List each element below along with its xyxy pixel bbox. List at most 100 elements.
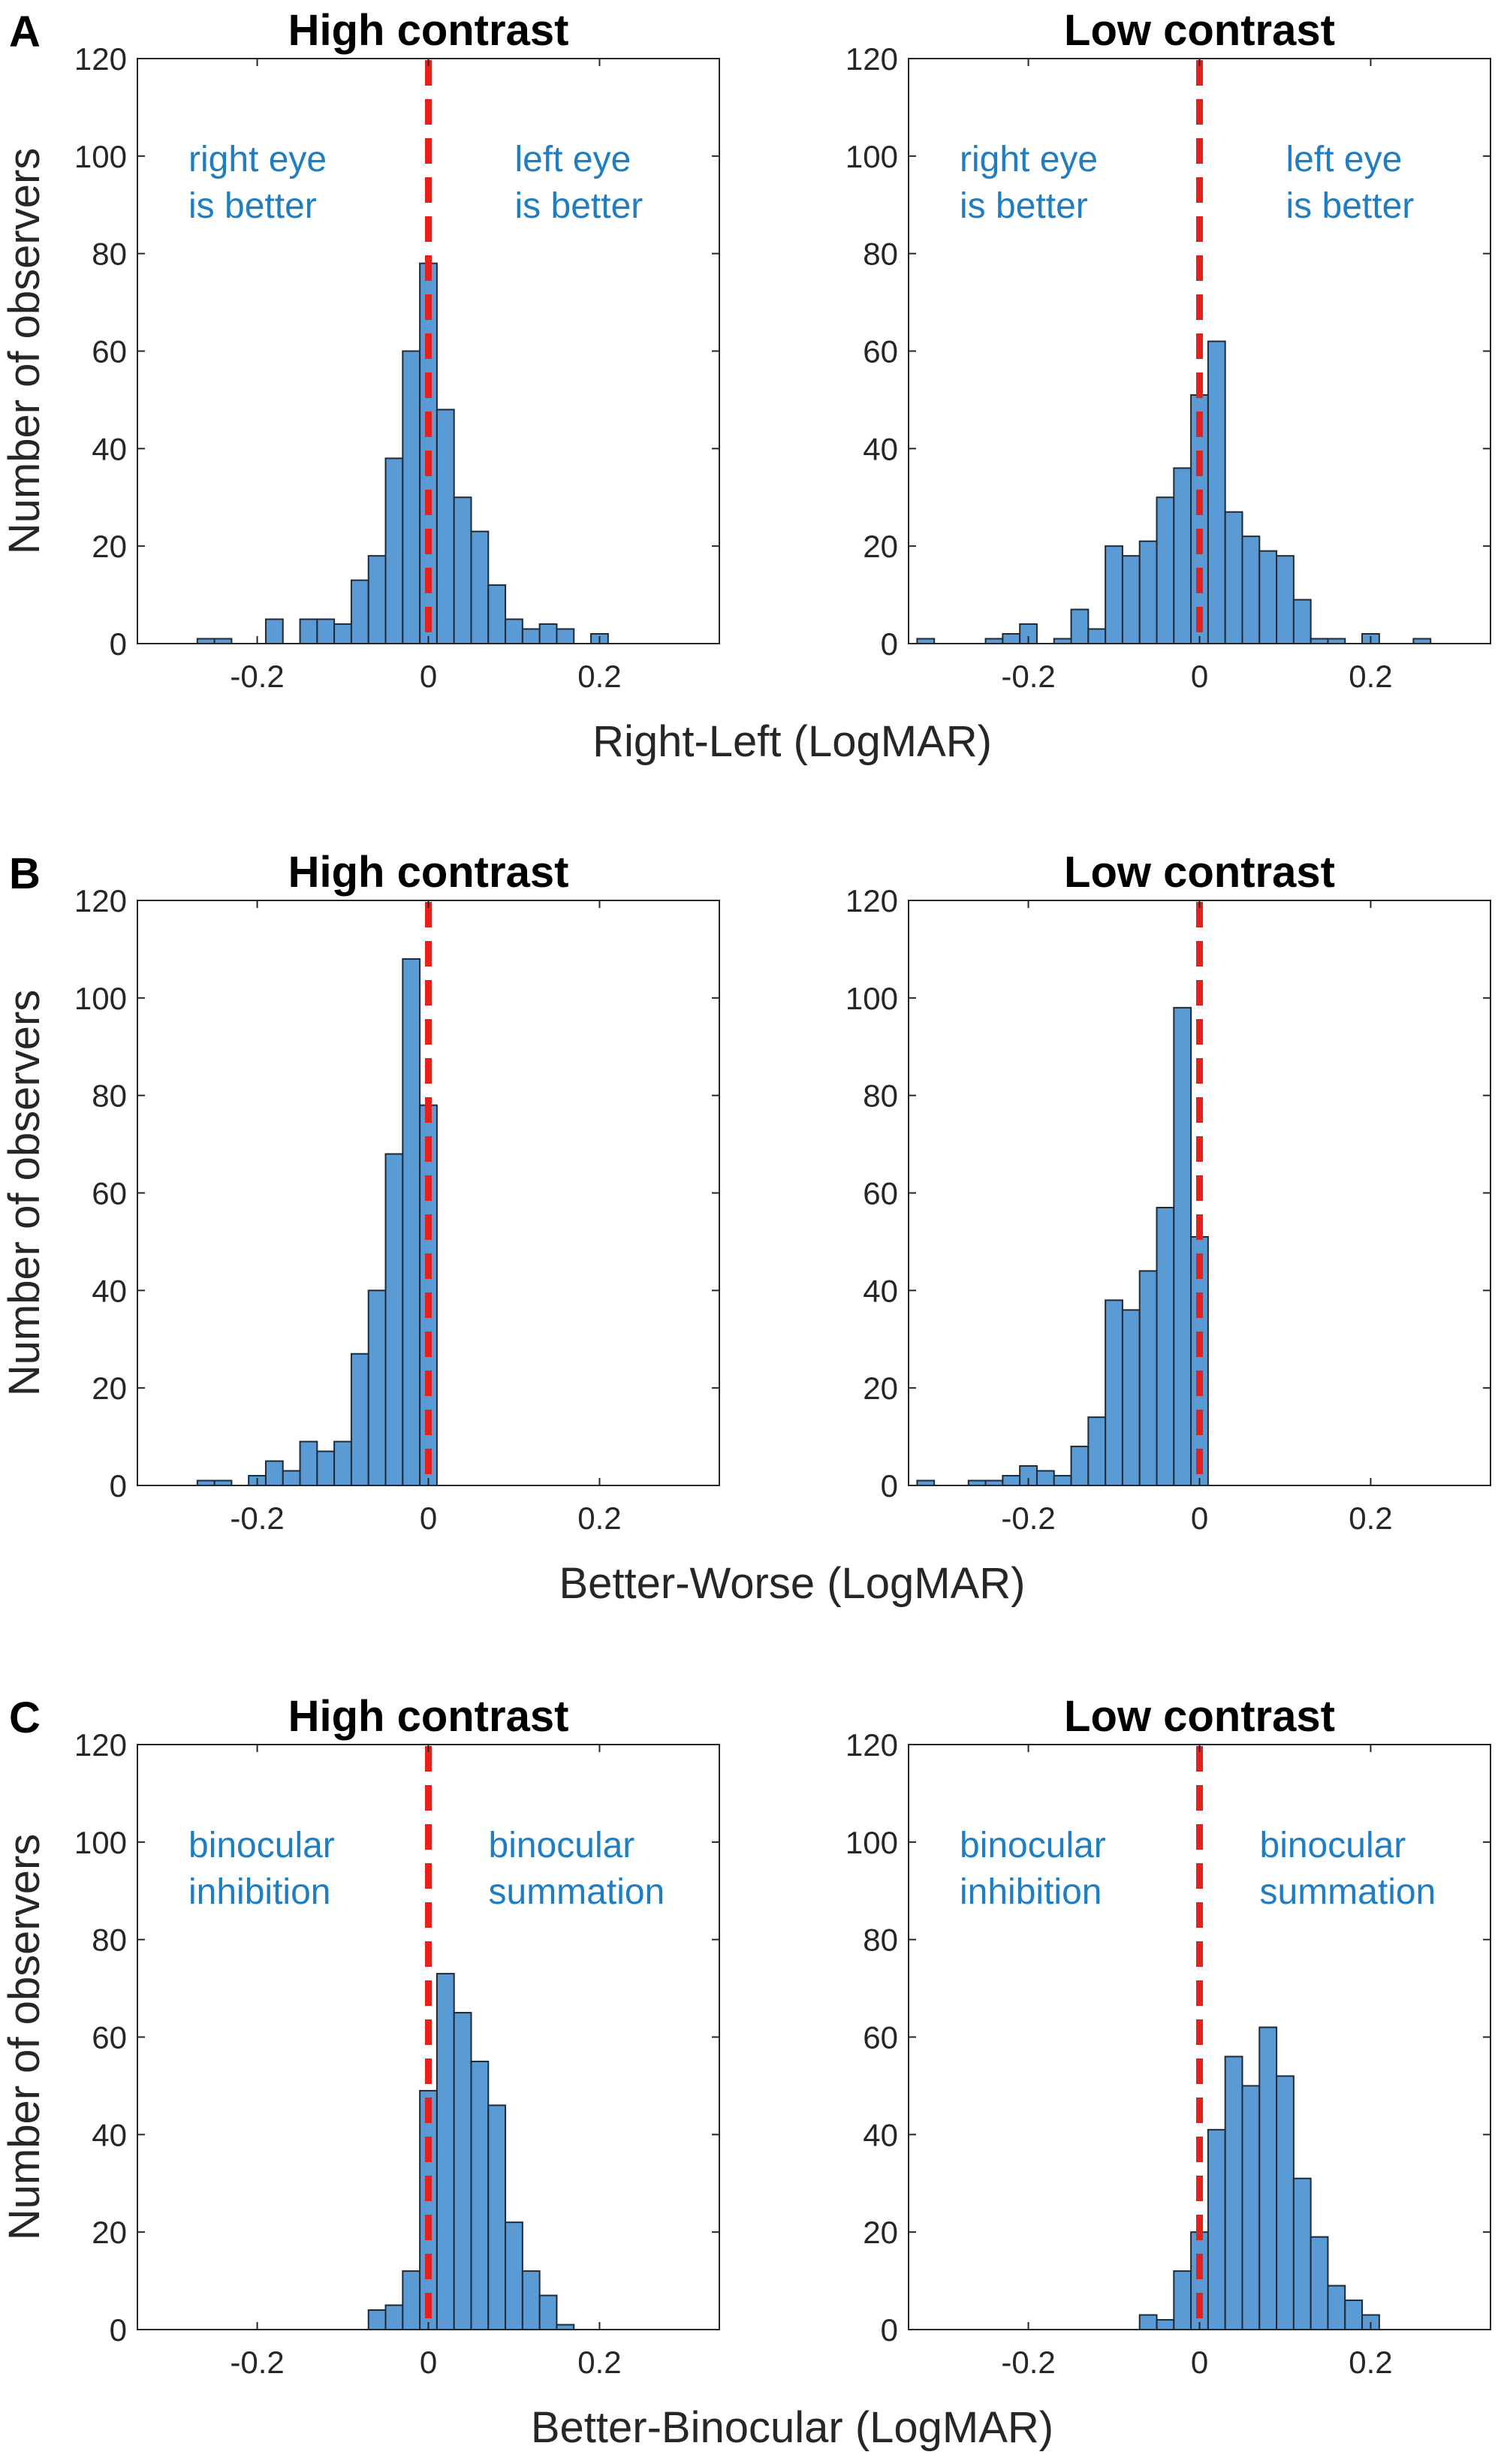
y-tick-label: 20 (863, 2215, 898, 2250)
histogram-bar (505, 618, 523, 645)
histogram-bar (350, 1353, 369, 1486)
y-tick-label: 80 (863, 1078, 898, 1114)
histogram-bar (487, 2104, 507, 2330)
y-tick-label: 120 (845, 883, 898, 918)
y-tick-label: 20 (863, 529, 898, 564)
y-tick-label: 40 (863, 2117, 898, 2152)
x-tick-label: 0.2 (577, 659, 621, 694)
annotation-left: binocular (188, 1826, 335, 1865)
histogram-bar (1070, 608, 1090, 645)
y-tick-label: 100 (845, 139, 898, 174)
x-tick-label: 0.2 (1349, 1500, 1392, 1536)
x-tick-label: -0.2 (230, 2345, 284, 2380)
y-tick-label: 80 (92, 1923, 127, 1958)
y-tick-label: 80 (863, 1923, 898, 1958)
y-tick-label: 120 (74, 41, 127, 77)
y-tick-label: 60 (92, 2020, 127, 2055)
histogram-bar (402, 958, 421, 1486)
histogram-bar (1207, 2128, 1226, 2330)
chart-C-low: Low contrast 0 20 40 60 80 100 120 -0.2 0 0.2 binoc… (845, 1692, 1491, 2380)
annotation-right: left eye (1286, 140, 1403, 179)
histogram-bar (1173, 2270, 1192, 2331)
y-tick-label: 0 (110, 626, 127, 662)
histogram-bar (436, 1973, 455, 2331)
x-tick-label: 0.2 (577, 2345, 621, 2380)
x-tick-label: -0.2 (1001, 1500, 1055, 1536)
histogram-bar (402, 2270, 421, 2331)
histogram-bar (1002, 1475, 1021, 1487)
y-tick-label: 0 (881, 626, 898, 662)
panel-letter-c: C (9, 1693, 41, 1742)
x-tick-label: 0.2 (1349, 2345, 1392, 2380)
histogram-bar (1105, 1299, 1123, 1486)
x-tick-label: 0 (1191, 1500, 1208, 1536)
y-tick-label: 120 (74, 883, 127, 918)
y-tick-label: 0 (881, 2312, 898, 2348)
histogram-bar (1327, 2285, 1346, 2330)
histogram-bar (436, 409, 455, 645)
y-tick-label: 20 (92, 2215, 127, 2250)
y-tick-label: 120 (74, 1727, 127, 1763)
histogram-bar (1138, 1270, 1158, 1487)
y-tick-label: 120 (845, 41, 898, 77)
histogram-bar (1173, 467, 1192, 644)
histogram-bar (316, 1450, 336, 1487)
histogram-bar (1292, 2177, 1312, 2330)
histogram-bar (299, 1440, 318, 1486)
histogram-bar (1087, 628, 1107, 645)
y-tick-label: 80 (863, 237, 898, 272)
x-tick-label: 0 (420, 659, 437, 694)
x-tick-label: -0.2 (230, 1500, 284, 1536)
histogram-bar (1276, 555, 1295, 645)
y-tick-label: 0 (110, 2312, 127, 2348)
y-tick-label: 40 (92, 1273, 127, 1308)
histogram-bar (402, 350, 421, 644)
annotation-left: inhibition (960, 1872, 1102, 1912)
histogram-bar (1070, 1446, 1090, 1486)
x-tick-label: -0.2 (1001, 659, 1055, 694)
y-tick-label: 100 (845, 981, 898, 1016)
histogram-bar (1344, 2300, 1364, 2331)
annotation-left: is better (960, 186, 1088, 226)
chart-C-high: High contrast 0 20 40 60 80 100 120 -0.2 0 0.2 bino… (74, 1692, 720, 2380)
annotation-left: binocular (960, 1826, 1106, 1865)
y-tick-label: 60 (863, 334, 898, 369)
histogram-bar (1138, 540, 1158, 644)
histogram-bar (538, 2294, 558, 2331)
histogram-bar (367, 2309, 387, 2331)
histogram-bar (1258, 550, 1278, 644)
histogram-bar (521, 628, 541, 645)
chart-title: Low contrast (1064, 1692, 1335, 1741)
histogram-bar (1224, 2055, 1243, 2330)
histogram-bar (350, 579, 369, 645)
x-tick-label: 0 (420, 2345, 437, 2380)
annotation-left: right eye (188, 140, 327, 179)
histogram-bar (1121, 1309, 1141, 1487)
y-tick-label: 60 (863, 1176, 898, 1211)
chart-title: High contrast (288, 1692, 569, 1741)
histogram-bar (264, 1460, 284, 1486)
x-tick-label: -0.2 (1001, 2345, 1055, 2380)
x-tick-label: -0.2 (230, 659, 284, 694)
x-axis-label: Right-Left (LogMAR) (592, 717, 992, 766)
chart-A-high: High contrast 0 20 40 60 80 100 120 -0.2 0 0.2 righ… (74, 6, 720, 694)
histogram-bar (1173, 1006, 1192, 1486)
histogram-bar (1002, 633, 1021, 644)
panel-letter-b: B (9, 849, 41, 898)
histogram-bar (453, 496, 472, 644)
y-axis-label: Number of observers (0, 1834, 49, 2241)
y-axis-label: Number of observers (0, 148, 49, 555)
annotation-right: is better (1286, 186, 1415, 226)
y-tick-label: 60 (863, 2020, 898, 2055)
histogram-bar (1207, 340, 1226, 644)
histogram-bar (1121, 555, 1141, 645)
histogram-bar (1310, 2236, 1329, 2331)
histogram-bar (470, 530, 490, 644)
histogram-bar (1241, 2085, 1261, 2331)
chart-title: High contrast (288, 6, 569, 55)
x-tick-label: 0 (420, 1500, 437, 1536)
annotation-right: left eye (515, 140, 631, 179)
histogram-bar (316, 618, 336, 645)
annotation-right: summation (489, 1872, 665, 1912)
